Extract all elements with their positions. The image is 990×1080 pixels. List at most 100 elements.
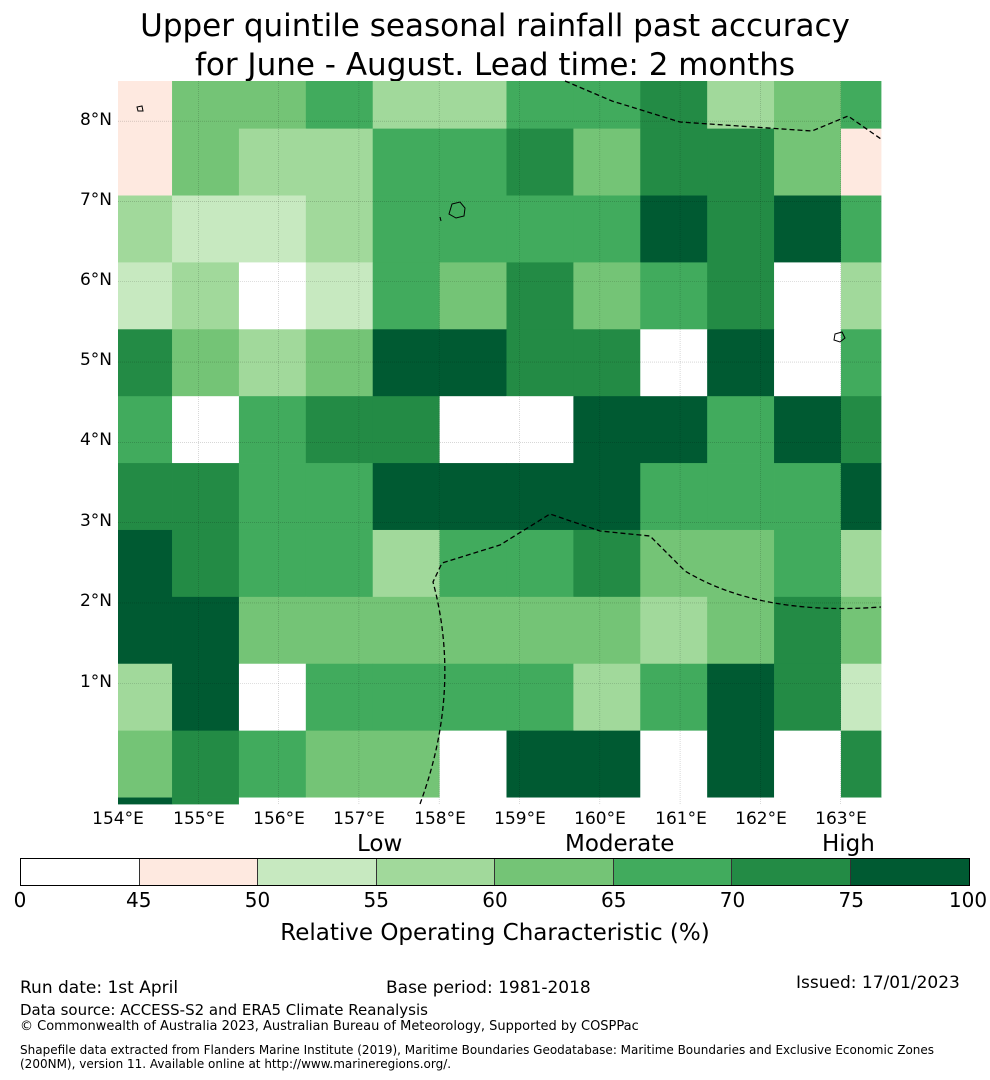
grid-cell xyxy=(305,262,374,330)
colorbar-bin-60-65 xyxy=(495,859,614,885)
grid-cell xyxy=(305,195,374,263)
run-date: Run date: 1st April xyxy=(20,978,179,998)
lon-label-159e: 159°E xyxy=(494,809,546,829)
grid-cell xyxy=(372,195,440,263)
grid-cell xyxy=(640,663,708,732)
lon-label-154e: 154°E xyxy=(92,809,144,829)
grid-cell xyxy=(840,396,882,464)
colorbar-tick-0: 0 xyxy=(13,888,27,912)
colorbar-tick-70: 70 xyxy=(719,888,746,912)
grid-cell xyxy=(305,329,374,397)
grid-cell xyxy=(707,195,775,263)
grid-cell xyxy=(774,128,842,196)
lat-label-2n: 2°N xyxy=(79,591,112,611)
grid-cell xyxy=(305,81,374,130)
grid-cell xyxy=(774,463,842,531)
grid-cell xyxy=(172,596,240,665)
colorbar-bin-45-50 xyxy=(139,859,258,885)
grid-cell xyxy=(439,329,507,397)
island-kosrae xyxy=(833,331,846,343)
grid-cell xyxy=(118,128,173,196)
grid-cell xyxy=(305,463,374,531)
grid-cell xyxy=(640,596,708,665)
grid-cell xyxy=(840,329,882,397)
grid-cell xyxy=(118,663,173,732)
lat-label-7n: 7°N xyxy=(79,190,112,210)
grid-cell xyxy=(305,596,374,665)
grid-cell xyxy=(707,529,775,598)
grid-cell xyxy=(172,195,240,263)
grid-cell xyxy=(774,730,842,798)
grid-cell xyxy=(172,81,240,130)
grid-cell xyxy=(573,396,641,464)
grid-cell xyxy=(506,797,574,805)
skill-grid xyxy=(118,81,882,805)
eez-boundaries xyxy=(419,80,882,805)
grid-cell xyxy=(172,797,240,805)
grid-cell xyxy=(707,262,775,330)
grid-cell xyxy=(372,81,440,130)
grid-cell xyxy=(774,396,842,464)
grid-cell xyxy=(372,128,440,196)
grid-cell xyxy=(640,396,708,464)
grid-cell xyxy=(573,329,641,397)
grid-cell xyxy=(238,463,307,531)
grid-cell xyxy=(506,463,574,531)
grid-cell xyxy=(506,128,574,196)
grid-cell xyxy=(439,81,507,130)
colorbar-bin-50-55 xyxy=(258,859,377,885)
grid-cell xyxy=(506,81,574,130)
grid-cell xyxy=(439,596,507,665)
copyright: © Commonwealth of Australia 2023, Austra… xyxy=(20,1019,639,1034)
grid-cell xyxy=(640,128,708,196)
lat-label-5n: 5°N xyxy=(79,350,112,370)
grid-cell xyxy=(840,730,882,798)
grid-cell xyxy=(172,329,240,397)
grid-cell xyxy=(707,596,775,665)
grid-cell xyxy=(774,262,842,330)
grid-cell xyxy=(238,663,307,732)
colorbar-bin-55-60 xyxy=(376,859,495,885)
lat-label-8n: 8°N xyxy=(79,110,112,130)
grid-cell xyxy=(372,529,440,598)
lon-label-163e: 163°E xyxy=(815,809,867,829)
grid-cell xyxy=(439,128,507,196)
grid-cell xyxy=(118,81,173,130)
grid-cell xyxy=(172,396,240,464)
colorbar-bin-0-45 xyxy=(21,859,140,885)
grid-cell xyxy=(640,797,708,805)
grid-cell xyxy=(439,730,507,798)
grid-cell xyxy=(372,329,440,397)
grid-cell xyxy=(840,663,882,732)
grid-cell xyxy=(774,663,842,732)
grid-cell xyxy=(439,797,507,805)
grid-cell xyxy=(573,463,641,531)
lon-label-162e: 162°E xyxy=(735,809,787,829)
grid-cell xyxy=(118,396,173,464)
graticule xyxy=(118,81,881,804)
grid-cell xyxy=(840,128,882,196)
grid-cell xyxy=(640,529,708,598)
grid-cell xyxy=(439,529,507,598)
grid-cell xyxy=(506,730,574,798)
lat-label-3n: 3°N xyxy=(79,511,112,531)
grid-cell xyxy=(506,329,574,397)
grid-cell xyxy=(172,128,240,196)
grid-cell xyxy=(707,663,775,732)
grid-cell xyxy=(707,396,775,464)
grid-cell xyxy=(506,596,574,665)
grid-cell xyxy=(238,329,307,397)
level-label-high: High xyxy=(822,831,875,857)
grid-cell xyxy=(840,262,882,330)
colorbar-tick-55: 55 xyxy=(363,888,389,912)
grid-cell xyxy=(172,730,240,798)
grid-cell xyxy=(707,730,775,798)
grid-cell xyxy=(372,396,440,464)
colorbar xyxy=(20,858,970,886)
grid-cell xyxy=(640,463,708,531)
grid-cell xyxy=(774,81,842,130)
grid-cell xyxy=(840,797,882,805)
grid-cell xyxy=(774,529,842,598)
grid-cell xyxy=(840,529,882,598)
grid-cell xyxy=(439,663,507,732)
